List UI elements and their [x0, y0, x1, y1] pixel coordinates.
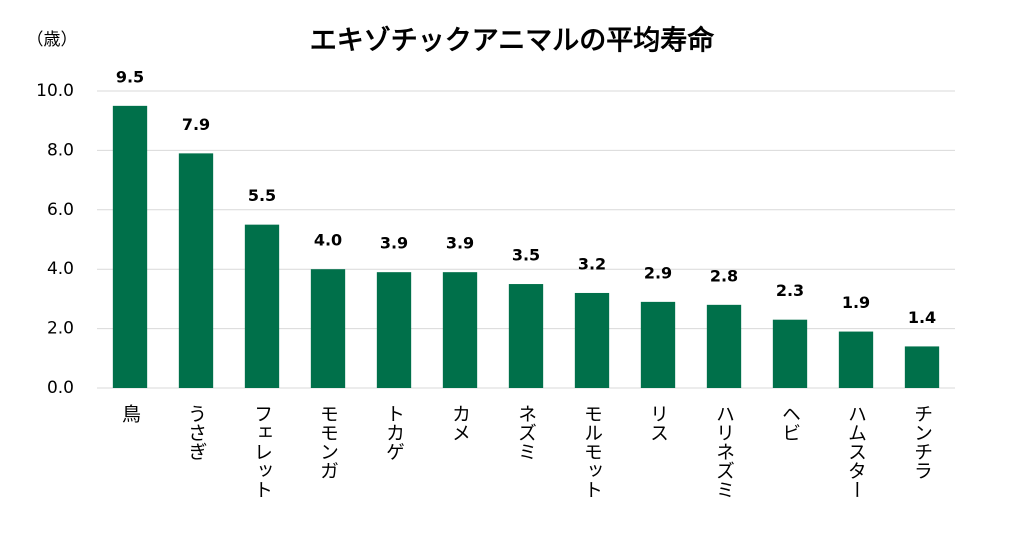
value-label: 3.9: [380, 234, 408, 253]
bar: [310, 269, 346, 388]
x-tick-label: ハリネズミ: [713, 404, 735, 499]
y-tick-label: 4.0: [47, 259, 74, 279]
y-tick-label: 0.0: [47, 378, 74, 398]
x-tick-label: うさぎ: [185, 404, 207, 461]
x-tick-label: リス: [647, 404, 669, 442]
x-tick-label: トカゲ: [383, 404, 405, 461]
value-label: 2.8: [710, 266, 738, 285]
x-tick-label: ハムスター: [845, 404, 867, 499]
value-label: 3.2: [578, 254, 606, 273]
x-tick-label: フェレット: [251, 404, 273, 499]
bar: [508, 284, 544, 388]
value-label: 3.5: [512, 246, 540, 265]
bar: [772, 319, 808, 388]
bar: [376, 272, 412, 388]
x-tick-label: モモンガ: [317, 404, 339, 480]
value-label: 3.9: [446, 234, 474, 253]
value-label: 9.5: [116, 67, 144, 86]
x-tick-label: モルモット: [581, 404, 603, 499]
bar: [178, 153, 214, 388]
y-tick-label: 2.0: [47, 319, 74, 339]
value-label: 2.3: [776, 281, 804, 300]
value-label: 1.4: [908, 308, 936, 327]
x-tick-label: 鳥: [119, 404, 141, 424]
y-tick-label: 10.0: [36, 81, 74, 101]
value-label: 1.9: [842, 293, 870, 312]
x-tick-label: チンチラ: [911, 404, 933, 480]
value-label: 5.5: [248, 186, 276, 205]
value-label: 2.9: [644, 263, 672, 282]
y-tick-label: 6.0: [47, 200, 74, 220]
chart-title: エキゾチックアニマルの平均寿命: [310, 25, 715, 57]
bar: [574, 292, 610, 388]
y-axis-label: （歳）: [27, 30, 78, 50]
bar: [442, 272, 478, 388]
bar: [112, 105, 148, 388]
x-tick-label: カメ: [449, 404, 471, 442]
bar: [244, 224, 280, 388]
bar: [640, 301, 676, 388]
bar: [904, 346, 940, 388]
value-label: 4.0: [314, 231, 342, 250]
x-tick-label: ヘビ: [779, 404, 801, 442]
value-label: 7.9: [182, 115, 210, 134]
bar: [706, 304, 742, 388]
y-tick-label: 8.0: [47, 140, 74, 160]
x-tick-label: ネズミ: [515, 404, 537, 461]
bar: [838, 331, 874, 388]
